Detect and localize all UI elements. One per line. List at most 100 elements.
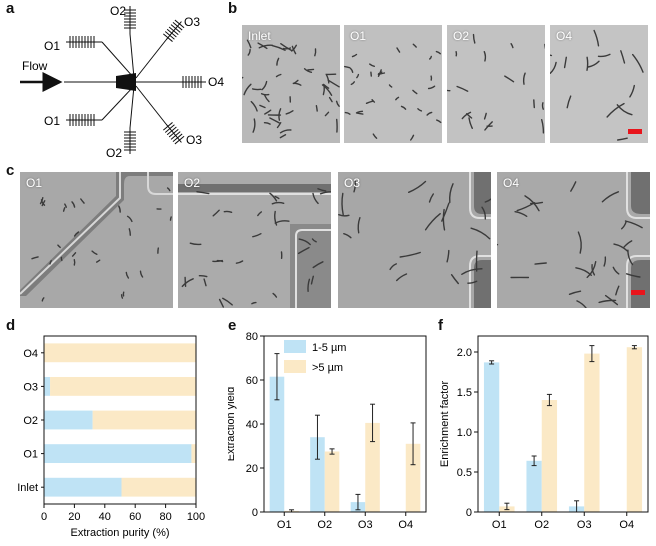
- legend-swatch: [284, 360, 306, 373]
- particle: [31, 256, 39, 260]
- particle: [616, 104, 633, 116]
- channel-o1-top: [101, 41, 135, 79]
- x-tick-label: 100: [187, 511, 205, 523]
- bar-small-O1: [269, 376, 285, 512]
- micrograph-c-o3: O3: [338, 172, 491, 308]
- particle: [312, 261, 324, 269]
- category-label: O3: [23, 381, 38, 393]
- particle: [617, 137, 628, 141]
- particle: [120, 294, 124, 299]
- particle: [550, 54, 553, 57]
- particle: [216, 259, 224, 263]
- particle: [412, 89, 418, 95]
- micrograph-b-o1: O1: [344, 25, 442, 143]
- micrograph-b-inlet: Inlet: [242, 25, 340, 143]
- particle: [261, 80, 268, 91]
- particle: [260, 93, 270, 96]
- particle: [310, 275, 314, 285]
- micrograph-label: O4: [503, 176, 520, 190]
- particle: [396, 47, 401, 53]
- particle: [252, 88, 262, 91]
- particle: [247, 48, 251, 56]
- category-label: O1: [23, 449, 38, 461]
- particle: [468, 117, 473, 129]
- y-tick-label: 0.5: [457, 467, 472, 479]
- particle: [481, 206, 487, 220]
- particle: [417, 108, 423, 112]
- y-tick-label: 0: [252, 507, 258, 519]
- y-axis-label: Extraction yield: [228, 387, 237, 462]
- particle: [623, 240, 633, 248]
- resistor-o4: [182, 76, 202, 88]
- particle: [410, 134, 415, 141]
- particle: [446, 249, 450, 263]
- particle: [470, 227, 491, 240]
- particle: [189, 242, 202, 246]
- panel-label-e: e: [228, 317, 237, 334]
- particle: [40, 199, 46, 206]
- x-tick-label: 80: [159, 511, 171, 523]
- particle: [279, 134, 287, 139]
- y-tick-label: 1.5: [457, 387, 472, 399]
- particle: [627, 249, 634, 266]
- particle: [297, 246, 310, 255]
- bar-small-O2: [44, 410, 93, 430]
- bar-large-O3: [584, 353, 600, 512]
- micrograph-label: O2: [184, 176, 201, 190]
- particle: [613, 243, 629, 252]
- particle: [272, 292, 278, 298]
- particle: [570, 181, 577, 192]
- particle: [73, 231, 80, 237]
- particle: [271, 44, 286, 51]
- legend-label: >5 µm: [312, 362, 343, 374]
- particle: [461, 111, 472, 120]
- channel-o3-top: [135, 39, 167, 79]
- particle: [212, 209, 220, 217]
- particle: [322, 83, 330, 89]
- particle: [282, 47, 292, 50]
- micrograph-c-o1: O1: [20, 172, 173, 308]
- particle: [223, 210, 233, 213]
- scale-bar: [631, 290, 645, 295]
- bar-small-O1: [483, 362, 500, 512]
- particle: [319, 191, 331, 195]
- panel-label-c: c: [6, 162, 15, 179]
- micrograph-label: O1: [350, 29, 367, 43]
- particle: [356, 110, 364, 114]
- legend-swatch: [284, 340, 306, 353]
- category-label: O2: [23, 415, 38, 427]
- particle: [278, 108, 282, 121]
- bar-large-O2: [92, 410, 196, 430]
- particle: [577, 231, 582, 254]
- particle: [629, 84, 635, 98]
- particle: [427, 85, 436, 90]
- particle: [291, 45, 297, 55]
- particle: [353, 180, 357, 193]
- particle: [530, 201, 544, 205]
- particle: [436, 119, 442, 124]
- particle: [428, 193, 434, 203]
- particle: [429, 55, 432, 60]
- y-axis-label: Enrichment factor: [439, 381, 451, 468]
- x-tick-label: 60: [129, 511, 141, 523]
- particle: [218, 298, 224, 308]
- particle: [291, 44, 297, 52]
- particle: [57, 244, 61, 249]
- outlet-label-o4: O4: [208, 75, 224, 89]
- particle: [566, 95, 572, 109]
- particle: [344, 111, 351, 115]
- particle: [603, 256, 607, 267]
- particle: [312, 192, 319, 205]
- particle: [264, 94, 270, 103]
- channel-o1-bottom: [101, 85, 135, 121]
- micrograph-label: O4: [556, 29, 573, 43]
- particle: [593, 29, 600, 47]
- channel-o2-top: [129, 33, 135, 79]
- particle: [303, 68, 313, 73]
- particle: [483, 112, 487, 120]
- particle: [307, 68, 315, 71]
- particle: [483, 51, 487, 62]
- panel-label-b: b: [228, 0, 238, 17]
- particle: [563, 56, 567, 69]
- particle: [632, 53, 644, 73]
